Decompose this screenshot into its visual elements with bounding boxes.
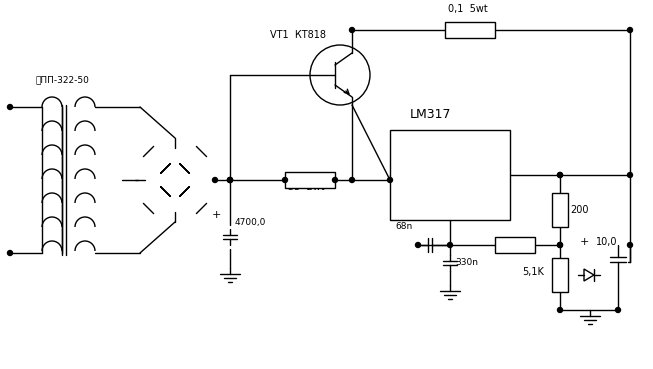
Bar xyxy=(390,130,510,220)
Circle shape xyxy=(227,177,232,183)
Circle shape xyxy=(227,177,232,183)
Circle shape xyxy=(415,242,421,248)
Text: In: In xyxy=(395,157,404,167)
Circle shape xyxy=(7,251,12,255)
Text: 䈯ПП-322-50: 䈯ПП-322-50 xyxy=(35,75,89,84)
Text: +: + xyxy=(580,237,590,247)
Bar xyxy=(495,237,535,253)
Text: 33  2wt: 33 2wt xyxy=(288,182,325,192)
Circle shape xyxy=(447,242,453,248)
Text: Out: Out xyxy=(480,157,498,167)
Circle shape xyxy=(558,172,562,177)
Bar xyxy=(552,258,568,292)
Circle shape xyxy=(349,28,355,32)
Text: +: + xyxy=(212,210,221,220)
Circle shape xyxy=(628,172,633,177)
Circle shape xyxy=(332,177,338,183)
Text: LM317: LM317 xyxy=(410,108,451,121)
Circle shape xyxy=(212,177,217,183)
Circle shape xyxy=(283,177,287,183)
Circle shape xyxy=(628,242,633,248)
Text: 220: 220 xyxy=(503,241,522,251)
Circle shape xyxy=(628,28,633,32)
Circle shape xyxy=(7,104,12,110)
Bar xyxy=(285,172,335,188)
Text: 200: 200 xyxy=(570,205,588,215)
Text: VT1  КТ818: VT1 КТ818 xyxy=(270,30,326,40)
Text: 330n: 330n xyxy=(455,258,478,267)
Text: 4700,0: 4700,0 xyxy=(235,218,266,227)
Circle shape xyxy=(349,177,355,183)
Circle shape xyxy=(558,172,562,177)
Circle shape xyxy=(227,177,232,183)
Bar xyxy=(552,193,568,227)
Circle shape xyxy=(558,242,562,248)
Text: 0,1  5wt: 0,1 5wt xyxy=(448,4,488,14)
Bar xyxy=(445,22,495,38)
Circle shape xyxy=(616,307,620,313)
Text: Gnd: Gnd xyxy=(425,187,445,197)
Circle shape xyxy=(558,307,562,313)
Text: 10,0: 10,0 xyxy=(596,237,618,247)
Text: 68n: 68n xyxy=(395,222,412,231)
Text: 5,1K: 5,1K xyxy=(522,267,544,277)
Circle shape xyxy=(558,242,562,248)
Circle shape xyxy=(387,177,392,183)
